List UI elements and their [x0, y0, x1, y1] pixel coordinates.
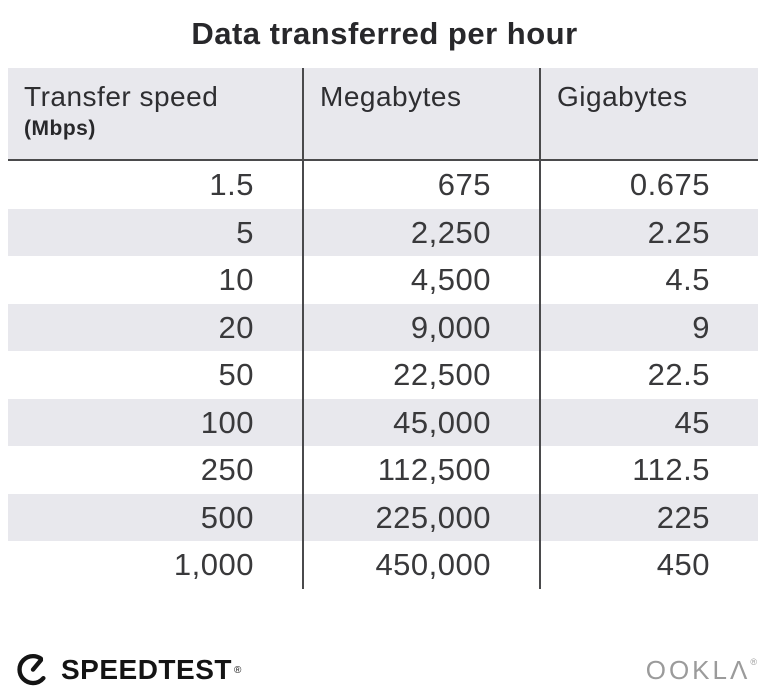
cell-speed: 10 — [218, 262, 254, 297]
col-header-transfer-speed-label: Transfer speed — [24, 81, 219, 112]
cell-gigabytes: 2.25 — [539, 208, 758, 256]
cell-gigabytes: 9 — [539, 303, 758, 351]
header-row: Transfer speed (Mbps) Megabytes Gigabyte… — [8, 68, 758, 161]
cell-megabytes: 112,500 — [302, 446, 540, 494]
col-header-gigabytes-label: Gigabytes — [557, 81, 688, 112]
cell-speed: 500 — [8, 493, 303, 541]
speedtest-wordmark: SPEEDTEST — [61, 654, 232, 685]
table-row: 20 9,000 9 — [8, 303, 758, 351]
speedtest-gauge-icon — [14, 649, 52, 692]
table-row: 250 112,500 112.5 — [8, 446, 758, 494]
cell-gigabytes: 112.5 — [539, 446, 758, 494]
cell-megabytes: 4,500 — [302, 256, 540, 304]
cell-megabytes: 2,250 — [302, 208, 540, 256]
table-row: 100 45,000 45 — [8, 398, 758, 446]
ookla-logo: OOKLΛ® — [646, 655, 757, 686]
cell-megabytes: 225,000 — [302, 493, 540, 541]
cell-speed: 1,000 — [173, 547, 254, 582]
table-row: 10 4,500 4.5 — [8, 256, 758, 304]
table-row: 500 225,000 225 — [8, 493, 758, 541]
cell-gigabytes: 22.5 — [539, 351, 758, 399]
table-row: 50 22,500 22.5 — [8, 351, 758, 399]
table-row: 1.5 675 0.675 — [8, 160, 758, 209]
cell-speed: 50 — [218, 357, 254, 392]
col-header-megabytes-label: Megabytes — [320, 81, 462, 112]
table-row: 5 2,250 2.25 — [8, 208, 758, 256]
cell-megabytes: 9,000 — [302, 303, 540, 351]
data-table: Transfer speed (Mbps) Megabytes Gigabyte… — [8, 68, 758, 589]
ookla-registered-mark: ® — [750, 656, 757, 667]
col-header-transfer-speed-unit: (Mbps) — [24, 117, 96, 140]
cell-speed: 5 — [8, 208, 303, 256]
speedtest-logo: SPEEDTEST ® — [14, 649, 241, 692]
footer: SPEEDTEST ® OOKLΛ® — [0, 645, 769, 695]
cell-speed: 250 — [200, 452, 254, 487]
cell-speed: 100 — [8, 398, 303, 446]
table-body: 1.5 675 0.675 5 2,250 2.25 10 4,500 4.5 … — [8, 160, 758, 589]
col-header-megabytes: Megabytes — [302, 68, 540, 161]
cell-megabytes: 22,500 — [302, 351, 540, 399]
table-row: 1,000 450,000 450 — [8, 541, 758, 589]
ookla-wordmark: OOKLΛ — [645, 654, 751, 685]
cell-megabytes: 450,000 — [302, 541, 540, 589]
cell-speed: 1.5 — [209, 167, 254, 202]
page-title: Data transferred per hour — [191, 16, 578, 51]
cell-megabytes: 675 — [302, 160, 540, 209]
cell-gigabytes: 45 — [539, 398, 758, 446]
cell-gigabytes: 450 — [539, 541, 758, 589]
cell-gigabytes: 0.675 — [539, 160, 758, 209]
col-header-transfer-speed: Transfer speed (Mbps) — [8, 68, 303, 161]
cell-speed: 20 — [8, 303, 303, 351]
cell-gigabytes: 225 — [539, 493, 758, 541]
cell-gigabytes: 4.5 — [539, 256, 758, 304]
col-header-gigabytes: Gigabytes — [539, 68, 758, 161]
speedtest-registered-mark: ® — [233, 664, 242, 676]
cell-megabytes: 45,000 — [302, 398, 540, 446]
